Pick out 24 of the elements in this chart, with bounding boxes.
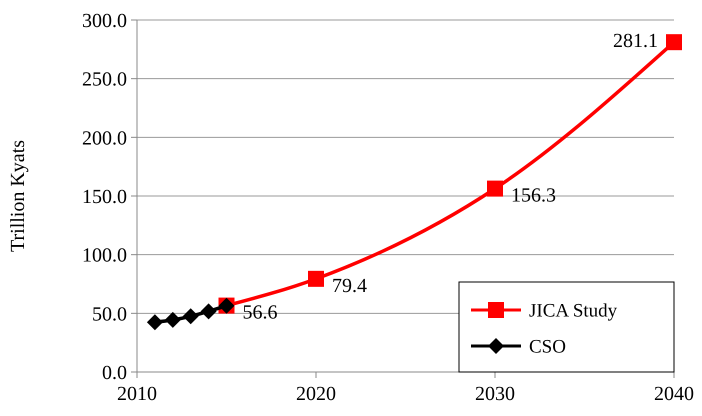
x-tick-label: 2020 [296,383,336,405]
x-tick-label: 2030 [475,383,515,405]
point [666,34,682,50]
data-label: 281.1 [613,30,658,52]
y-tick-label: 0.0 [102,362,127,384]
y-tick-label: 300.0 [82,10,127,32]
data-label: 56.6 [242,302,278,324]
y-axis-title: Trillion Kyats [7,140,29,252]
y-tick-label: 50.0 [92,303,127,326]
y-tick-label: 250.0 [82,68,127,91]
data-label: 156.3 [511,184,556,207]
x-tick-label: 2040 [654,383,694,405]
point [146,314,163,330]
point [487,180,503,197]
point [200,303,217,320]
y-tick-label: 100.0 [82,244,127,267]
point [308,270,324,287]
legend-label: JICA Study [529,300,618,322]
point [164,312,181,328]
data-label: 79.4 [332,274,367,297]
y-tick-label: 200.0 [82,127,127,150]
x-tick-label: 2010 [117,383,157,405]
legend-label: CSO [529,336,566,358]
y-tick-label: 150.0 [82,186,127,208]
